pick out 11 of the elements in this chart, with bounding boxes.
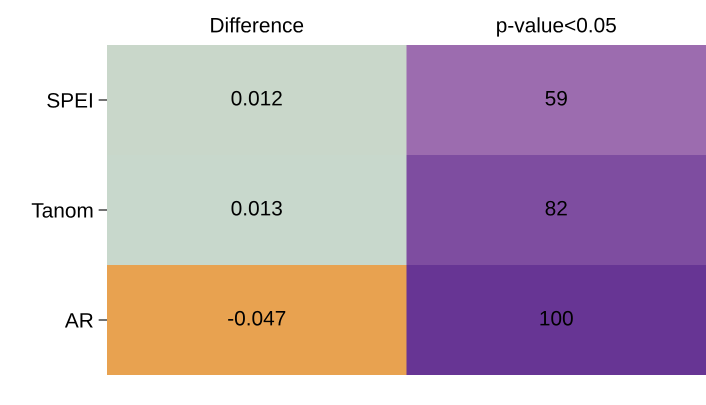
x-tick-label: p-value<0.05	[497, 17, 616, 37]
data-label: 82	[546, 200, 567, 216]
data-label: 59	[546, 90, 567, 106]
data-label: 0.012	[232, 90, 282, 106]
y-tick-label: AR	[64, 313, 93, 328]
y-tick-label: Tanom	[32, 203, 92, 218]
y-tick-label: SPEI	[47, 93, 92, 108]
data-label: 100	[540, 310, 573, 326]
data-label: -0.047	[228, 310, 286, 326]
x-tick-label: Difference	[211, 17, 304, 33]
data-label: 0.013	[232, 200, 282, 216]
